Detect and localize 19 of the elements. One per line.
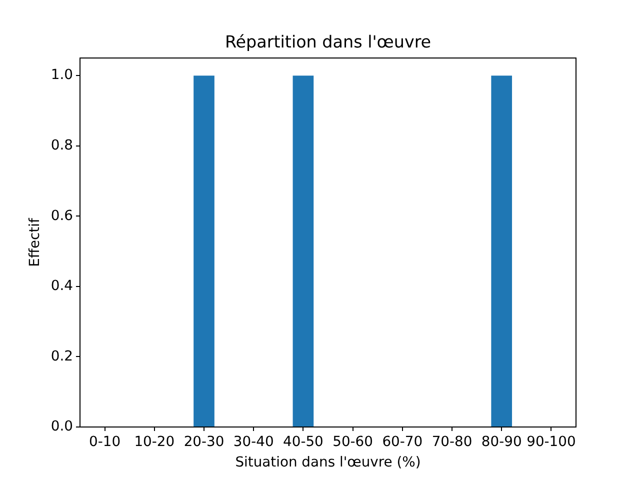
- y-tick-label: 0.6: [50, 208, 73, 224]
- x-tick-label: 50-60: [332, 434, 373, 450]
- x-tick-label: 0-10: [89, 434, 121, 450]
- x-tick-label: 90-100: [526, 434, 576, 450]
- y-axis-title: Effectif: [26, 217, 43, 267]
- x-tick-label: 20-30: [184, 434, 224, 450]
- y-tick-label: 0.0: [50, 418, 73, 435]
- x-tick-label: 60-70: [382, 434, 423, 450]
- y-tick-label: 0.4: [50, 278, 74, 294]
- x-tick-label: 40-50: [283, 434, 324, 450]
- y-tick-label: 0.2: [50, 348, 73, 364]
- y-tick-label: 0.8: [50, 137, 73, 154]
- x-axis-title: Situation dans l'œuvre (%): [235, 454, 421, 470]
- x-tick-label: 70-80: [432, 434, 472, 450]
- x-tick-label: 80-90: [481, 434, 522, 450]
- x-tick-label: 30-40: [233, 434, 274, 450]
- y-tick-label: 1.0: [50, 67, 73, 84]
- chart-title: Répartition dans l'œuvre: [224, 31, 432, 52]
- x-tick-label: 10-20: [134, 434, 175, 450]
